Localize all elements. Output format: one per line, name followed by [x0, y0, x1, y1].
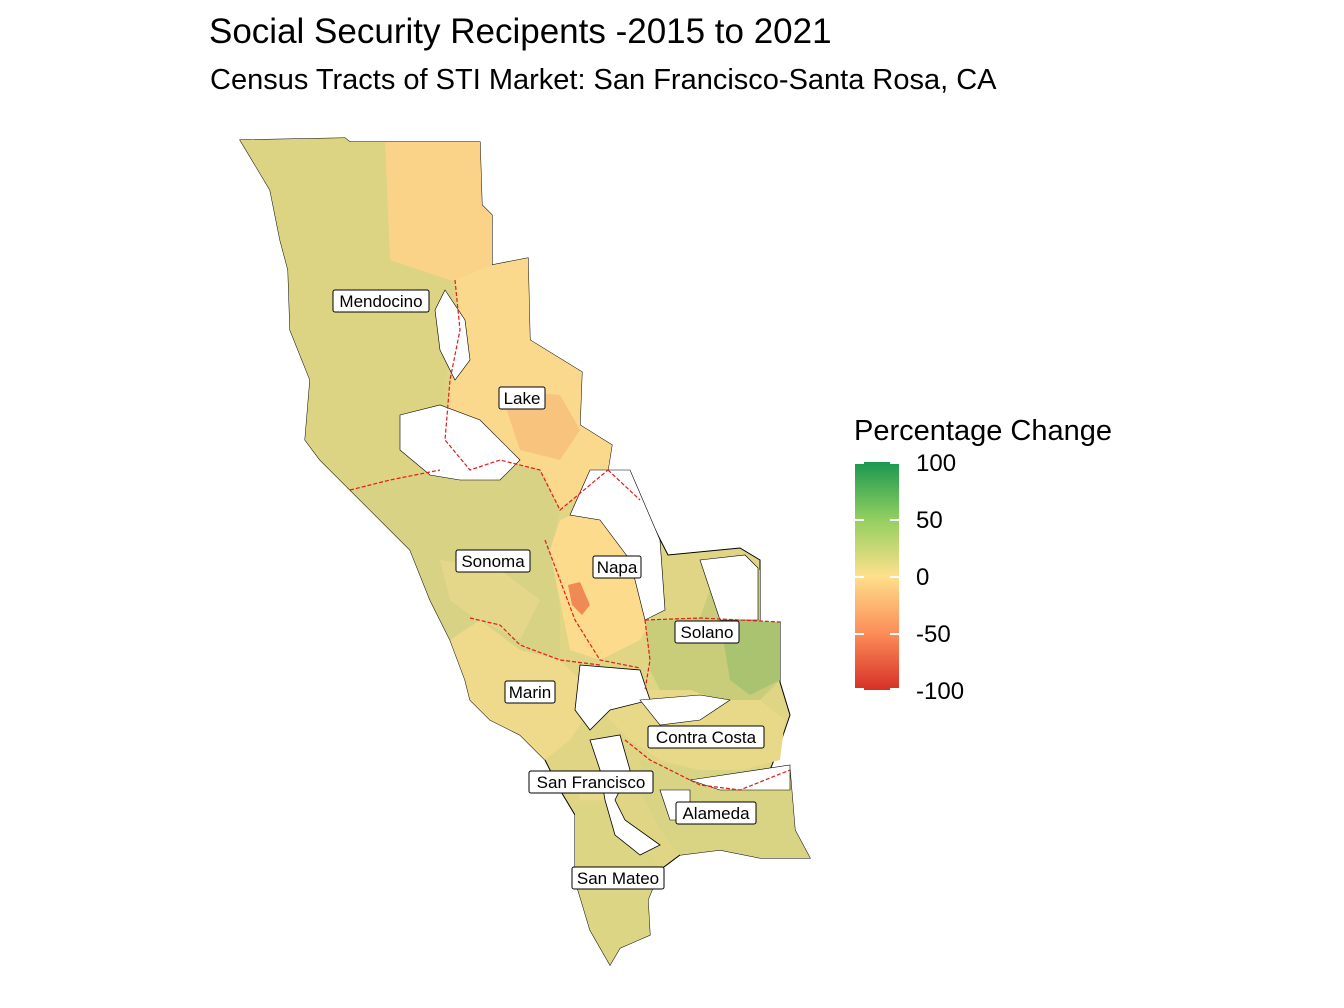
legend-label: 0	[916, 564, 930, 591]
legend-tick	[890, 688, 899, 690]
county-label-marin: Marin	[504, 680, 556, 704]
county-label-text: Contra Costa	[656, 728, 757, 747]
county-label-text: Napa	[597, 558, 638, 577]
legend-tick	[890, 519, 899, 521]
lake-blank-area	[434, 289, 471, 381]
county-area-napa-hotspot	[568, 582, 590, 615]
county-label-contra-costa: Contra Costa	[647, 725, 765, 749]
legend-title: Percentage Change	[854, 415, 1112, 447]
legend-tick	[890, 576, 899, 578]
legend-tick	[855, 633, 864, 635]
map-title: Social Security Recipents -2015 to 2021	[209, 12, 832, 51]
county-label-text: Alameda	[682, 804, 750, 823]
county-label-san-mateo: San Mateo	[571, 866, 665, 890]
county-label-lake: Lake	[498, 386, 546, 410]
legend-tick	[855, 462, 864, 464]
county-area-mendocino-north	[385, 142, 492, 280]
legend-tick	[890, 633, 899, 635]
blank-tract-area-solano	[699, 554, 759, 621]
county-label-text: Sonoma	[461, 552, 525, 571]
legend-tick	[855, 688, 864, 690]
county-boundaries	[349, 279, 791, 791]
county-label-text: Solano	[681, 623, 734, 642]
blank-tract-area	[399, 404, 521, 481]
county-labels: Mendocino Lake Sonoma Napa Solano Marin …	[332, 289, 765, 890]
county-label-solano: Solano	[674, 620, 740, 644]
map-subtitle: Census Tracts of STI Market: San Francis…	[210, 64, 997, 96]
county-label-text: Marin	[509, 683, 552, 702]
bay-water-north	[574, 664, 651, 731]
county-label-text: San Mateo	[577, 869, 659, 888]
county-area-mendocino	[240, 138, 455, 490]
legend-label: 50	[916, 507, 943, 534]
county-area-sonoma-west	[440, 560, 540, 640]
county-label-text: Lake	[504, 389, 541, 408]
county-label-text: San Francisco	[537, 773, 646, 792]
county-label-mendocino: Mendocino	[332, 289, 430, 313]
county-label-alameda: Alameda	[675, 801, 757, 825]
county-label-napa: Napa	[592, 555, 642, 579]
bay-water-contra-costa	[639, 694, 731, 726]
legend-tick	[890, 462, 899, 464]
legend-tick	[855, 519, 864, 521]
legend-label: -100	[916, 678, 965, 705]
county-label-text: Mendocino	[339, 292, 422, 311]
legend-label: -50	[916, 621, 951, 648]
county-label-sonoma: Sonoma	[455, 549, 531, 573]
county-label-san-francisco: San Francisco	[528, 770, 654, 794]
legend-label: 100	[916, 450, 957, 477]
legend-tick	[855, 576, 864, 578]
